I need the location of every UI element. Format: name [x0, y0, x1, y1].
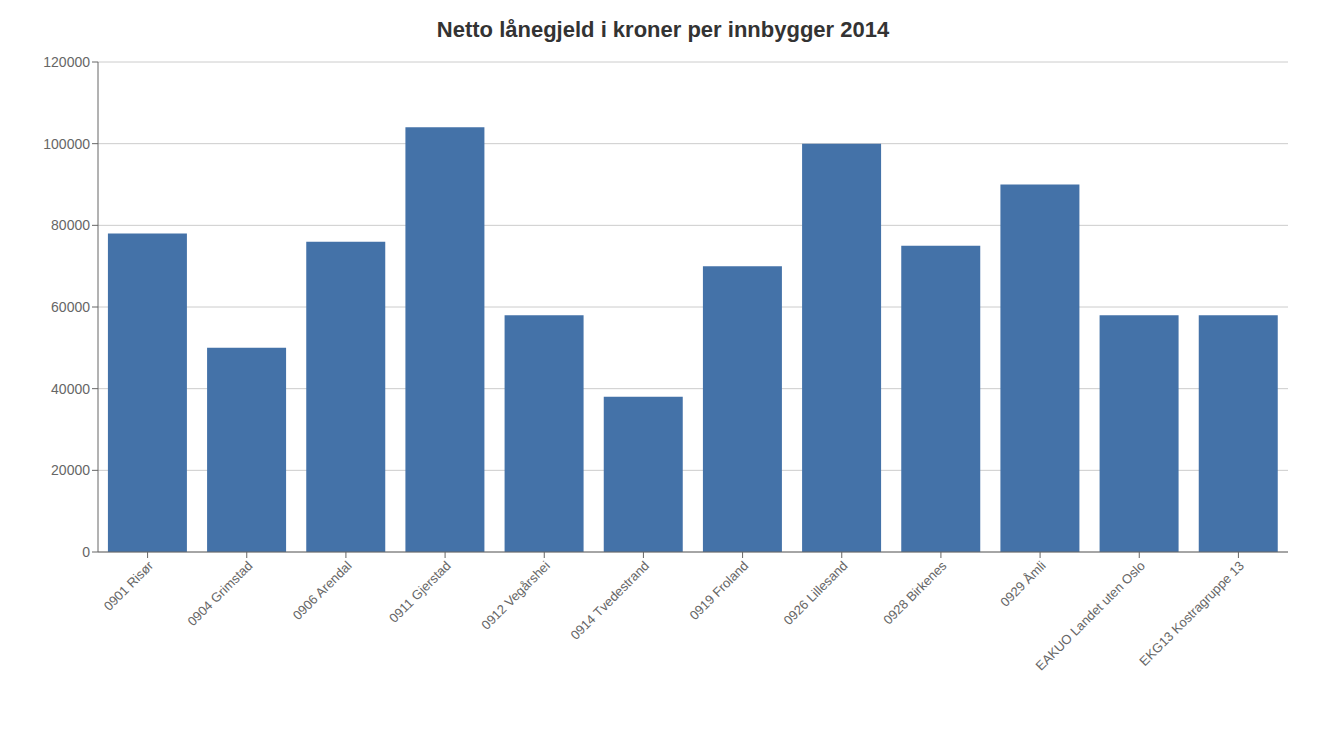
svg-text:100000: 100000	[43, 136, 90, 152]
svg-text:0929 Åmli: 0929 Åmli	[997, 558, 1049, 610]
svg-text:0906 Arendal: 0906 Arendal	[290, 558, 355, 623]
svg-text:0904 Grimstad: 0904 Grimstad	[184, 558, 255, 629]
html-text:Netto lånegjeld i kroner per i: Netto lånegjeld i kroner per innbygger 2…	[436, 17, 890, 42]
svg-text:0914 Tvedestrand: 0914 Tvedestrand	[568, 558, 653, 643]
svg-text:0928 Birkenes: 0928 Birkenes	[880, 558, 950, 628]
svg-text:0919 Froland: 0919 Froland	[686, 558, 751, 623]
svg-text:20000: 20000	[51, 462, 90, 478]
svg-text:0901 Risør: 0901 Risør	[101, 558, 157, 614]
svg-text:120000: 120000	[43, 54, 90, 70]
svg-text:40000: 40000	[51, 381, 90, 397]
svg-text:0911 Gjerstad: 0911 Gjerstad	[386, 558, 454, 626]
svg-text:0926 Lillesand: 0926 Lillesand	[780, 558, 850, 628]
svg-text:80000: 80000	[51, 217, 90, 233]
svg-text:0: 0	[82, 544, 90, 560]
svg-text:60000: 60000	[51, 299, 90, 315]
svg-text:0912 Vegårshei: 0912 Vegårshei	[478, 558, 553, 633]
svg-text:EKG13 Kostragruppe 13: EKG13 Kostragruppe 13	[1136, 558, 1247, 669]
svg-text:EAKUO Landet uten Oslo: EAKUO Landet uten Oslo	[1033, 558, 1148, 673]
